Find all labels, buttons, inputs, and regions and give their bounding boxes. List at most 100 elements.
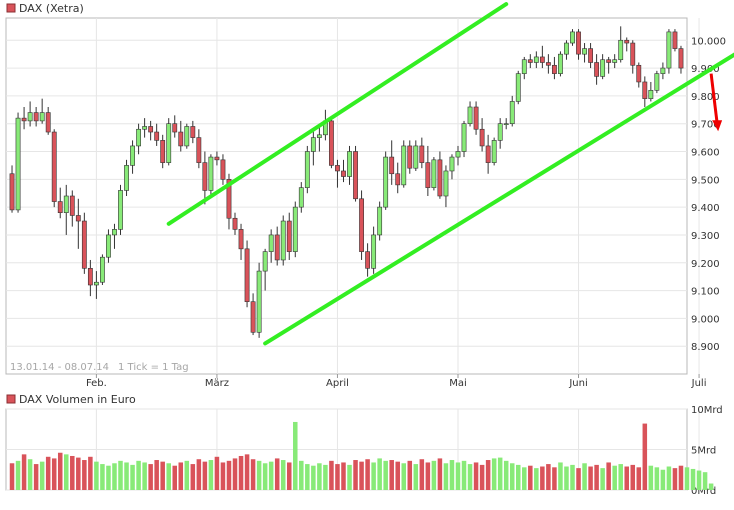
volume-bar <box>564 466 569 490</box>
candle-body <box>256 270 262 333</box>
volume-bar <box>94 461 99 490</box>
candle-body <box>666 31 672 69</box>
volume-bar <box>528 465 533 490</box>
candle-body <box>39 112 45 122</box>
candle-body <box>353 151 358 200</box>
candle-body <box>9 173 15 211</box>
volume-bar <box>371 462 376 490</box>
volume-bar <box>353 460 358 490</box>
volume-bar <box>684 467 690 490</box>
candlestick-series <box>9 26 684 338</box>
volume-bar <box>546 464 551 490</box>
volume-bar <box>118 460 123 490</box>
volume-legend-swatch <box>6 394 16 404</box>
volume-bar <box>401 463 407 490</box>
volume-bar <box>347 464 352 490</box>
price-y-tick-label: 9.200 <box>691 259 720 270</box>
volume-bar <box>618 464 623 490</box>
price-y-tick-label: 9.400 <box>691 203 720 214</box>
x-tick-label: April <box>326 378 349 389</box>
volume-bar <box>220 462 226 490</box>
candle-body <box>232 217 238 230</box>
candle-body <box>310 137 316 152</box>
volume-bar <box>202 461 208 490</box>
candle-body <box>431 159 437 188</box>
trendline-lower <box>263 52 734 346</box>
candle-body <box>600 59 606 77</box>
candle-body <box>377 206 383 236</box>
volume-bar <box>485 460 491 490</box>
x-tick-label: Juni <box>568 378 587 389</box>
candle-body <box>238 229 244 250</box>
volume-bar <box>250 459 256 490</box>
candle-body <box>160 140 166 163</box>
volume-bar <box>51 458 57 490</box>
volume-bar <box>648 465 654 490</box>
price-legend-label: DAX (Xetra) <box>19 2 84 15</box>
volume-bar <box>708 483 714 490</box>
candle-body <box>654 73 660 91</box>
volume-bar <box>654 467 660 490</box>
volume-bar <box>232 458 238 490</box>
price-y-axis: 8.900 9.000 9.100 9.200 9.300 9.400 9.500 9.600… <box>691 36 726 353</box>
x-tick-label: Mai <box>449 378 467 389</box>
price-y-tick-label: 9.100 <box>691 287 720 298</box>
volume-bar <box>636 467 642 490</box>
candle-body <box>93 281 99 286</box>
volume-bar <box>395 461 400 490</box>
candle-body <box>57 201 63 213</box>
volume-bar <box>588 466 593 490</box>
candle-body <box>45 112 51 133</box>
trend-channel <box>166 2 734 346</box>
candle-body <box>244 248 250 302</box>
candle-body <box>455 151 461 158</box>
volume-bar <box>112 463 117 490</box>
candle-body <box>383 156 389 208</box>
volume-bar <box>154 460 159 490</box>
volume-bar <box>413 464 419 490</box>
volume-bar <box>27 459 33 490</box>
candle-body <box>582 48 587 55</box>
volume-bar <box>160 461 165 490</box>
volume-bar <box>64 454 69 490</box>
candle-body <box>401 145 407 186</box>
candle-body <box>304 151 310 188</box>
candle-body <box>552 64 557 74</box>
candle-body <box>672 31 678 49</box>
volume-bar <box>100 464 105 490</box>
price-y-tick-label: 8.900 <box>691 342 720 353</box>
volume-bar <box>76 457 81 490</box>
arrow-head <box>712 120 723 132</box>
candle-body <box>347 151 352 177</box>
candle-body <box>491 140 497 163</box>
candle-body <box>142 126 148 130</box>
arrow-shaft <box>709 73 719 124</box>
candle-body <box>425 162 431 188</box>
volume-bar <box>503 460 509 490</box>
volume-bar <box>190 464 196 490</box>
candle-body <box>136 128 141 147</box>
volume-bar <box>335 464 340 490</box>
volume-bar <box>244 454 250 490</box>
candle-body <box>250 301 256 333</box>
volume-bar <box>136 460 141 490</box>
candle-body <box>558 53 563 74</box>
candle-body <box>33 112 39 122</box>
price-legend-swatch <box>6 3 16 13</box>
volume-bar <box>262 463 268 490</box>
candle-body <box>166 123 172 163</box>
volume-bar <box>666 466 672 490</box>
candle-body <box>286 220 292 252</box>
volume-bar <box>461 460 467 490</box>
x-tick-label: Feb. <box>86 378 107 389</box>
candle-body <box>184 126 190 147</box>
candle-body <box>130 145 135 166</box>
candle-body <box>298 187 304 208</box>
volume-bar <box>455 462 461 490</box>
x-tick-label: Juli <box>691 378 707 389</box>
candle-body <box>576 31 581 55</box>
volume-bar <box>509 463 515 490</box>
volume-bar <box>70 455 75 490</box>
candle-body <box>395 173 401 186</box>
candle-body <box>509 101 515 124</box>
